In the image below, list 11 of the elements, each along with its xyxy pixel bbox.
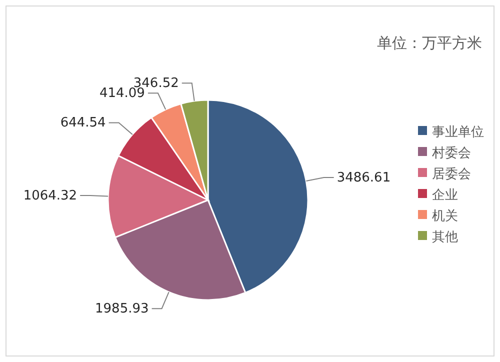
legend-label: 机关 (432, 209, 458, 224)
data-label: 1985.93 (95, 302, 149, 317)
legend-label: 其他 (432, 230, 458, 245)
legend-label: 事业单位 (432, 125, 484, 140)
legend-label: 居委会 (432, 167, 471, 182)
text: 单位：万平方米 (377, 34, 482, 52)
legend-label: 村委会 (431, 146, 471, 161)
data-label: 3486.61 (336, 170, 391, 186)
data-label: 644.54 (60, 116, 106, 131)
legend-label: 企业 (432, 188, 458, 203)
data-label: 1064.32 (23, 188, 78, 204)
